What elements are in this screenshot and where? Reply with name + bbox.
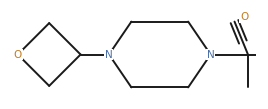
Text: O: O xyxy=(14,49,22,60)
Text: N: N xyxy=(207,49,214,60)
Text: O: O xyxy=(240,12,248,22)
Text: N: N xyxy=(105,49,113,60)
